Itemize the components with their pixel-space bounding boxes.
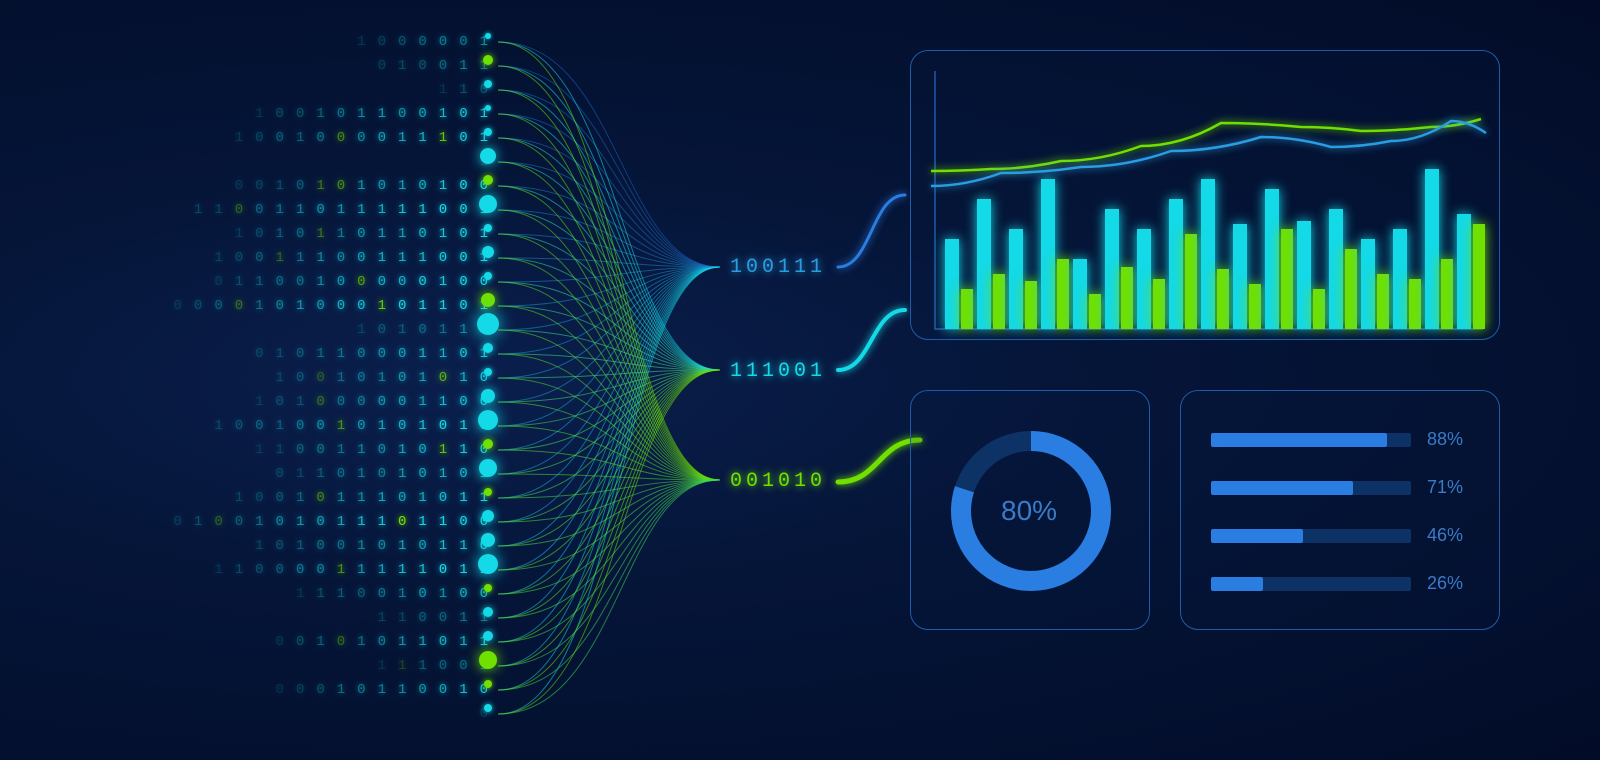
bar-chart [911, 51, 1501, 341]
progress-track [1211, 481, 1411, 495]
stream-binary-label: 111001 [730, 360, 826, 383]
progress-row: 46% [1211, 525, 1477, 546]
progress-fill [1211, 529, 1303, 543]
progress-fill [1211, 577, 1263, 591]
stream-binary-label: 001010 [730, 470, 826, 493]
progress-panel: 88% 71% 46% 26% [1180, 390, 1500, 630]
progress-percent-label: 46% [1427, 525, 1477, 546]
progress-row: 88% [1211, 429, 1477, 450]
progress-track [1211, 433, 1411, 447]
progress-percent-label: 71% [1427, 477, 1477, 498]
progress-percent-label: 88% [1427, 429, 1477, 450]
progress-fill [1211, 481, 1353, 495]
progress-percent-label: 26% [1427, 573, 1477, 594]
bar-chart-panel [910, 50, 1500, 340]
donut-panel: 80% [910, 390, 1150, 630]
stream-binary-label: 100111 [730, 256, 826, 279]
progress-row: 71% [1211, 477, 1477, 498]
progress-track [1211, 529, 1411, 543]
progress-track [1211, 577, 1411, 591]
donut-percent-label: 80% [1001, 495, 1057, 527]
progress-fill [1211, 433, 1387, 447]
progress-row: 26% [1211, 573, 1477, 594]
